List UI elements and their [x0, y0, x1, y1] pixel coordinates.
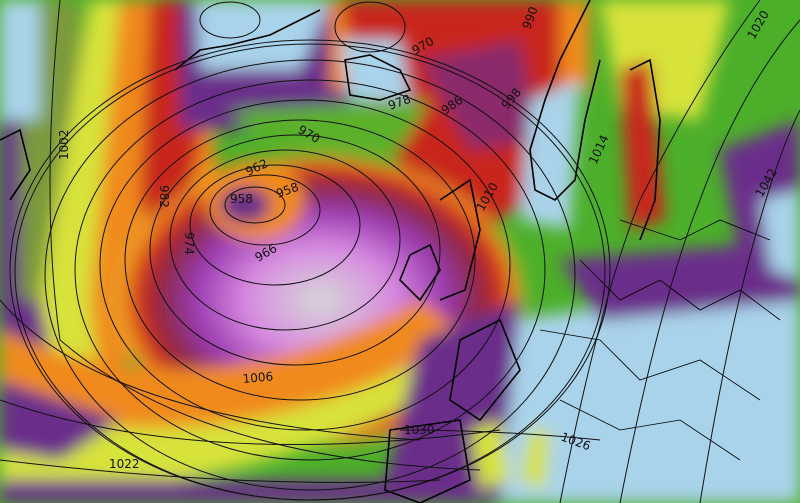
baltic-coast	[629, 58, 661, 241]
iceland-coast	[344, 54, 412, 101]
isobar-label: 1030	[404, 423, 435, 437]
isobar-label: 974	[182, 232, 196, 255]
isobar-label: 1002	[57, 129, 71, 160]
country-borders	[539, 219, 781, 461]
ireland-coast	[399, 243, 441, 302]
isobar-label: 958	[230, 192, 253, 206]
isobar-label: 982	[157, 185, 171, 208]
norway-coast	[529, 0, 601, 201]
britain-coast	[439, 178, 481, 301]
coastlines	[0, 0, 661, 503]
greenland-coast	[174, 9, 321, 71]
isobar-label: 1022	[109, 457, 140, 471]
isobar-label: 1006	[242, 369, 274, 386]
france-coast	[449, 318, 521, 422]
canada-coast	[0, 128, 31, 201]
iberia-coast	[384, 419, 471, 503]
